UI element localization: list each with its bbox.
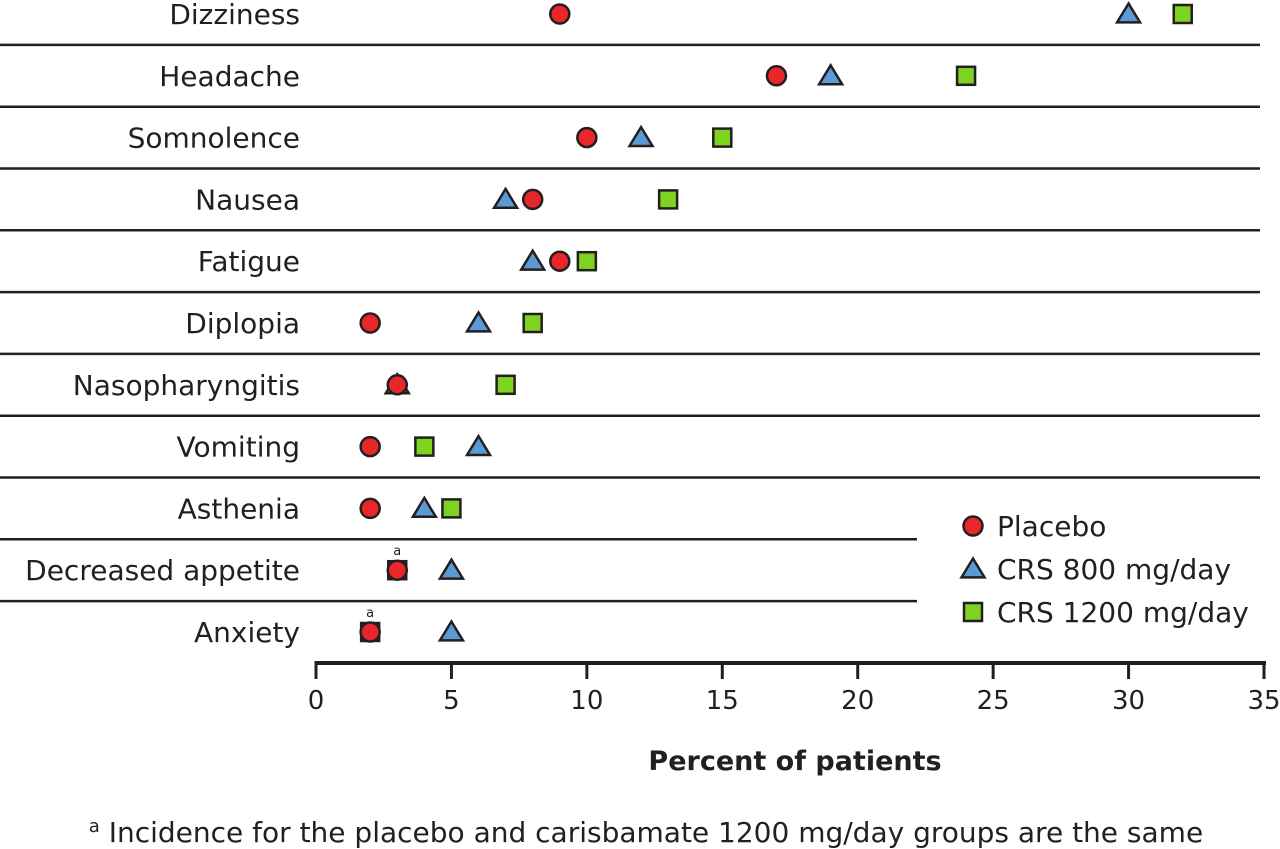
category-label-nausea: Nausea (195, 183, 300, 216)
point-crs-1200-mg-day-diplopia (522, 312, 543, 334)
point-placebo-nausea (521, 188, 544, 211)
category-label-fatigue: Fatigue (198, 245, 300, 278)
category-label-nasopharyngitis: Nasopharyngitis (73, 369, 300, 402)
point-crs-1200-mg-day-headache (955, 65, 977, 87)
x-tick-label: 15 (706, 686, 739, 716)
category-label-vomiting: Vomiting (177, 431, 300, 464)
mark-notes: aa (366, 544, 401, 621)
point-crs-1200-mg-day-fatigue (576, 250, 598, 272)
footnote-text: Incidence for the placebo and carisbamat… (100, 816, 1203, 849)
x-tick-label: 25 (977, 686, 1010, 716)
point-crs-1200-mg-day-dizziness (1172, 3, 1193, 25)
point-crs-800-mg-day-anxiety (437, 619, 466, 642)
mark-note-decreased-appetite: a (393, 544, 401, 559)
x-tick-label: 35 (1247, 686, 1280, 716)
legend-label-crs-800-mg-day: CRS 800 mg/day (997, 553, 1231, 586)
point-crs-800-mg-day-decreased-appetite (437, 557, 466, 580)
point-placebo-headache (765, 65, 788, 87)
point-crs-1200-mg-day-nasopharyngitis (495, 374, 516, 396)
point-crs-800-mg-day-fatigue (518, 248, 547, 271)
category-labels: Dizziness Headache Somnolence Nausea Fatigue… (25, 0, 300, 649)
row-separators (0, 43, 1260, 603)
point-placebo-somnolence (576, 126, 598, 149)
legend-marker-crs-1200-mg-day (962, 601, 984, 623)
category-label-dizziness: Dizziness (169, 0, 300, 31)
point-crs-800-mg-day-diplopia (464, 310, 493, 333)
x-tick-label: 10 (570, 686, 603, 716)
x-tick-label: 30 (1112, 686, 1145, 716)
point-crs-1200-mg-day-vomiting (414, 436, 435, 457)
x-tick-label: 20 (841, 686, 874, 716)
point-crs-800-mg-day-headache (816, 62, 845, 86)
x-axis-label: Percent of patients (648, 746, 941, 777)
x-tick-label: 5 (443, 686, 460, 716)
mark-note-anxiety: a (366, 606, 374, 621)
point-crs-1200-mg-day-asthenia (441, 498, 462, 519)
legend: Placebo CRS 800 mg/day CRS 1200 mg/day (959, 510, 1249, 629)
point-placebo-diplopia (359, 312, 381, 334)
category-label-asthenia: Asthenia (178, 492, 300, 525)
point-placebo-fatigue (549, 250, 571, 272)
point-crs-800-mg-day-asthenia (410, 495, 439, 519)
point-placebo-asthenia (359, 497, 381, 520)
point-crs-800-mg-day-nausea (491, 186, 520, 210)
legend-marker-crs-800-mg-day (959, 556, 987, 579)
point-placebo-anxiety (359, 621, 381, 643)
point-placebo-decreased-appetite (386, 559, 409, 581)
x-tick-label: 0 (308, 686, 325, 716)
category-label-diplopia: Diplopia (185, 307, 300, 340)
footnote-marker: a (89, 816, 100, 837)
category-label-decreased-appetite: Decreased appetite (25, 554, 300, 587)
footnote: a Incidence for the placebo and carisbam… (89, 816, 1203, 849)
point-placebo-nasopharyngitis (386, 374, 409, 396)
point-placebo-vomiting (359, 435, 381, 458)
legend-label-placebo: Placebo (997, 510, 1106, 543)
point-placebo-dizziness (549, 3, 571, 25)
legend-label-crs-1200-mg-day: CRS 1200 mg/day (997, 596, 1249, 629)
point-crs-800-mg-day-dizziness (1114, 1, 1143, 24)
legend-marker-placebo (962, 515, 984, 537)
category-label-anxiety: Anxiety (194, 616, 300, 649)
x-axis: 0 5 10 15 20 25 30 35 (308, 661, 1280, 716)
point-crs-1200-mg-day-nausea (657, 189, 679, 210)
point-crs-1200-mg-day-somnolence (712, 127, 733, 148)
point-crs-800-mg-day-vomiting (464, 433, 493, 457)
data-marks (359, 1, 1193, 643)
category-label-headache: Headache (159, 60, 300, 93)
point-crs-800-mg-day-somnolence (627, 124, 655, 148)
category-label-somnolence: Somnolence (128, 122, 300, 155)
